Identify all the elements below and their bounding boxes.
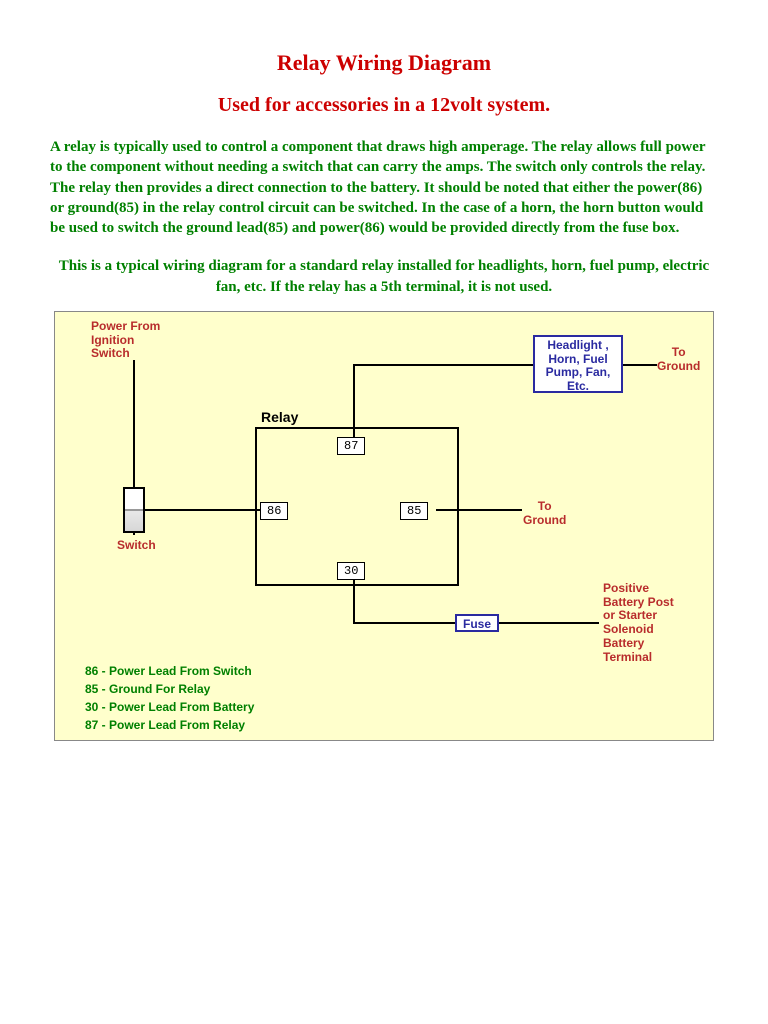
wire: [623, 364, 657, 366]
label-power-from-ignition: Power From Ignition Switch: [91, 320, 160, 361]
relay-label: Relay: [261, 409, 298, 425]
terminal-85: 85: [400, 502, 428, 520]
wire: [353, 364, 535, 366]
legend-line: 86 - Power Lead From Switch: [85, 664, 252, 678]
page-title: Relay Wiring Diagram: [50, 50, 718, 76]
legend-line: 85 - Ground For Relay: [85, 682, 210, 696]
label-to-ground-85: To Ground: [523, 500, 566, 528]
wire: [133, 360, 135, 487]
description-paragraph: A relay is typically used to control a c…: [50, 137, 718, 238]
legend-line: 87 - Power Lead From Relay: [85, 718, 245, 732]
component-box: Headlight , Horn, Fuel Pump, Fan, Etc.: [533, 335, 623, 393]
terminal-30: 30: [337, 562, 365, 580]
switch-label: Switch: [117, 539, 156, 553]
wire: [145, 509, 260, 511]
label-positive-battery: Positive Battery Post or Starter Solenoi…: [603, 582, 674, 665]
legend-line: 30 - Power Lead From Battery: [85, 700, 254, 714]
wire: [133, 533, 135, 535]
usage-note: This is a typical wiring diagram for a s…: [50, 256, 718, 297]
wire: [353, 622, 457, 624]
subtitle: Used for accessories in a 12volt system.: [50, 94, 718, 117]
relay-wiring-diagram: Relay 87 86 85 30 Switch Headlight , Horn, Fue…: [54, 311, 714, 741]
label-to-ground-top: To Ground: [657, 346, 700, 374]
terminal-86: 86: [260, 502, 288, 520]
wire: [353, 580, 355, 622]
terminal-87: 87: [337, 437, 365, 455]
fuse-box: Fuse: [455, 614, 499, 632]
wire: [499, 622, 599, 624]
switch-icon: [123, 487, 145, 533]
